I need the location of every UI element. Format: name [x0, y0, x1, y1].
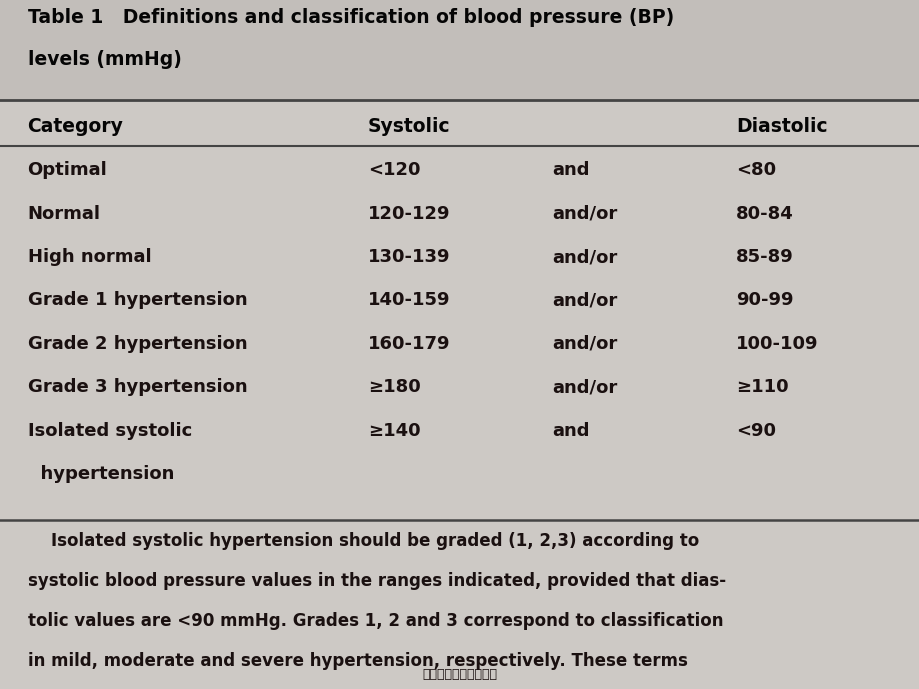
- Bar: [0, 0, 919, 100]
- Text: Normal: Normal: [28, 205, 100, 223]
- Text: Optimal: Optimal: [28, 161, 108, 179]
- Text: in mild, moderate and severe hypertension, respectively. These terms: in mild, moderate and severe hypertensio…: [28, 652, 686, 670]
- Text: Grade 3 hypertension: Grade 3 hypertension: [28, 378, 247, 396]
- Text: High normal: High normal: [28, 248, 151, 266]
- Text: systolic blood pressure values in the ranges indicated, provided that dias-: systolic blood pressure values in the ra…: [28, 572, 725, 590]
- Text: and/or: and/or: [551, 378, 617, 396]
- Text: ≥140: ≥140: [368, 422, 420, 440]
- Text: and/or: and/or: [551, 248, 617, 266]
- Text: Grade 2 hypertension: Grade 2 hypertension: [28, 335, 247, 353]
- Text: 120-129: 120-129: [368, 205, 450, 223]
- Text: Grade 1 hypertension: Grade 1 hypertension: [28, 291, 247, 309]
- Text: and/or: and/or: [551, 291, 617, 309]
- Text: and: and: [551, 422, 589, 440]
- Text: 90-99: 90-99: [735, 291, 793, 309]
- Text: and: and: [551, 161, 589, 179]
- Text: <90: <90: [735, 422, 775, 440]
- Text: 85-89: 85-89: [735, 248, 793, 266]
- Text: and/or: and/or: [551, 335, 617, 353]
- Text: Isolated systolic: Isolated systolic: [28, 422, 192, 440]
- Text: and/or: and/or: [551, 205, 617, 223]
- Text: Systolic: Systolic: [368, 117, 450, 136]
- Text: levels (mmHg): levels (mmHg): [28, 50, 181, 69]
- Text: Isolated systolic hypertension should be graded (1, 2,3) according to: Isolated systolic hypertension should be…: [28, 532, 698, 550]
- Text: hypertension: hypertension: [28, 465, 174, 483]
- Text: Table 1   Definitions and classification of blood pressure (BP): Table 1 Definitions and classification o…: [28, 8, 673, 28]
- Text: tolic values are <90 mmHg. Grades 1, 2 and 3 correspond to classification: tolic values are <90 mmHg. Grades 1, 2 a…: [28, 612, 722, 630]
- Text: ≥180: ≥180: [368, 378, 420, 396]
- Text: 100-109: 100-109: [735, 335, 818, 353]
- Text: <80: <80: [735, 161, 776, 179]
- Text: <120: <120: [368, 161, 420, 179]
- Text: 第三页，共八十二页。: 第三页，共八十二页。: [422, 668, 497, 681]
- Text: Category: Category: [28, 117, 123, 136]
- Text: 140-159: 140-159: [368, 291, 450, 309]
- Text: ≥110: ≥110: [735, 378, 788, 396]
- Text: Diastolic: Diastolic: [735, 117, 827, 136]
- Text: 160-179: 160-179: [368, 335, 450, 353]
- Text: 80-84: 80-84: [735, 205, 793, 223]
- Text: 130-139: 130-139: [368, 248, 450, 266]
